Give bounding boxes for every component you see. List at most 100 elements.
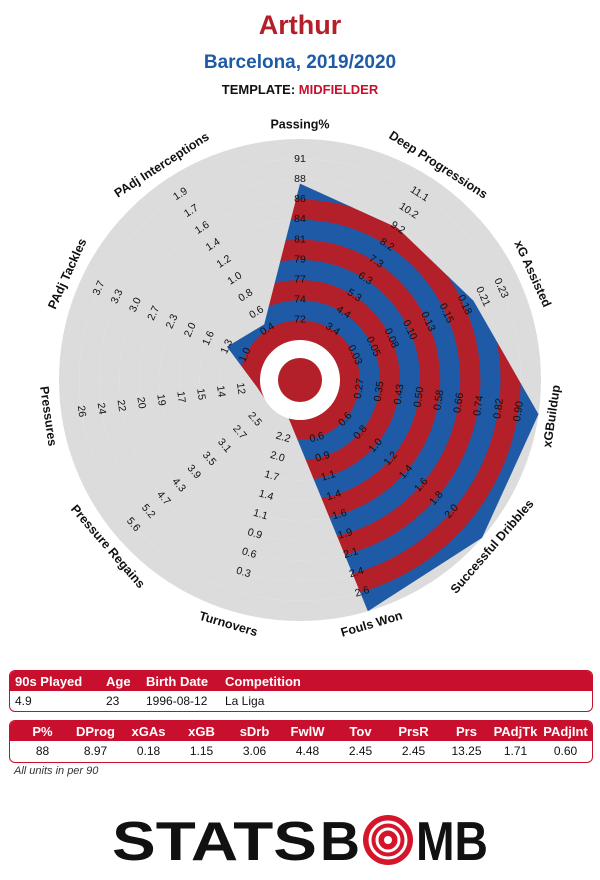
tick-label: 1.1	[320, 468, 338, 484]
stats-value-cell: 0.18	[136, 744, 161, 758]
tick-label: 72	[294, 314, 306, 326]
tick-label: 84	[294, 213, 306, 225]
units-footnote: All units in per 90	[14, 765, 99, 777]
tick-label: 0.6	[240, 545, 258, 561]
tick-label: 1.6	[331, 507, 349, 523]
info-value-cell: 1996-08-12	[146, 694, 208, 708]
tick-label: 2.2	[274, 430, 292, 446]
template-value: MIDFIELDER	[298, 82, 379, 97]
tick-label: 3.0	[127, 296, 144, 314]
tick-label: 1.4	[325, 487, 343, 503]
info-table-row: 4.9 23 1996-08-12 La Liga	[10, 691, 592, 710]
tick-label: 2.7	[145, 304, 162, 322]
logo-text-b: B	[320, 810, 360, 868]
tick-label: 15	[194, 388, 208, 401]
tick-label: 3.7	[90, 279, 107, 297]
tick-label: 0.43	[392, 383, 407, 405]
tick-label: 0.50	[412, 386, 427, 408]
stats-header-cell: xGB	[188, 724, 215, 739]
stats-table-header: P% DProg xGAs xGB sDrb FwlW Tov PrsR Prs…	[10, 721, 592, 741]
stats-value-cell: 2.45	[348, 744, 373, 758]
radar-chart: 727477798184868891Passing%3.44.45.36.37.…	[37, 117, 563, 639]
tick-label: 1.0	[237, 346, 254, 364]
template-line: TEMPLATE: MIDFIELDER	[0, 82, 600, 97]
stats-header-cell: sDrb	[239, 724, 270, 739]
stats-value-cell: 88	[35, 744, 50, 758]
tick-label: 0.90	[511, 400, 526, 422]
stats-value-cell: 1.15	[189, 744, 214, 758]
radar-core	[278, 358, 322, 402]
tick-label: 0.58	[431, 389, 446, 411]
info-header-cell: 90s Played	[15, 674, 83, 689]
tick-label: 0.9	[246, 526, 264, 542]
radar-ring	[59, 139, 541, 621]
tick-label: 74	[294, 294, 306, 306]
statsbomb-logo: STATS B MB	[112, 810, 488, 868]
tick-label: 1.6	[200, 329, 217, 347]
player-name: Arthur	[258, 10, 342, 40]
stats-value-cell: 4.48	[295, 744, 320, 758]
tick-label: 1.1	[252, 507, 270, 523]
tick-label: 1.4	[257, 487, 275, 503]
tick-label: 1.3	[218, 337, 235, 355]
tick-label: 79	[294, 253, 306, 265]
tick-label: 26	[75, 405, 89, 418]
stats-value-cell: 2.45	[401, 744, 426, 758]
logo-text-mb: MB	[416, 810, 488, 868]
tick-label: 2.1	[342, 545, 360, 561]
stats-header-cell: DProg	[76, 724, 115, 739]
tick-label: 0.27	[352, 377, 367, 399]
info-header-cell: Competition	[225, 674, 301, 689]
template-label: TEMPLATE:	[221, 82, 296, 97]
tick-label: 0.66	[451, 392, 466, 414]
info-header-cell: Birth Date	[146, 674, 209, 689]
tick-label: 1.9	[336, 526, 354, 542]
stats-header-cell: P%	[32, 724, 53, 739]
stats-header-cell: PAdjInt	[543, 724, 588, 739]
stats-value-cell: 0.60	[553, 744, 578, 758]
tick-label: 0.82	[491, 397, 506, 419]
club-season: Barcelona, 2019/2020	[203, 52, 397, 73]
stats-header-cell: xGAs	[131, 724, 166, 739]
info-value-cell: 4.9	[15, 694, 32, 708]
info-header-cell: Age	[106, 674, 131, 689]
tick-label: 14	[214, 385, 228, 398]
tick-label: 0.74	[471, 395, 486, 417]
tick-label: 3.3	[109, 287, 126, 305]
tick-label: 24	[95, 402, 109, 415]
tick-label: 12	[234, 382, 248, 395]
tick-label: 20	[134, 396, 148, 409]
axis-label: xGBuildup	[540, 384, 563, 449]
stats-header-cell: PAdjTk	[493, 724, 538, 739]
stats-table: P% DProg xGAs xGB sDrb FwlW Tov PrsR Prs…	[9, 720, 593, 763]
stats-header-cell: Tov	[349, 724, 372, 739]
tick-label: 17	[174, 390, 188, 403]
logo-target-o	[363, 815, 413, 865]
tick-label: 2.4	[348, 565, 366, 581]
info-value-cell: 23	[106, 694, 120, 708]
info-value-cell: La Liga	[225, 694, 265, 708]
tick-label: 0.3	[235, 565, 253, 581]
tick-label: 22	[115, 399, 129, 412]
stats-table-row: 88 8.97 0.18 1.15 3.06 4.48 2.45 2.45 13…	[10, 741, 592, 760]
tick-label: 19	[154, 393, 168, 406]
axis-label: Passing%	[270, 117, 329, 131]
stats-value-cell: 1.71	[503, 744, 528, 758]
tick-label: 91	[294, 153, 306, 165]
tick-label: 0.6	[308, 430, 326, 446]
stats-header-cell: Prs	[456, 724, 477, 739]
stats-value-cell: 8.97	[83, 744, 108, 758]
info-table-header: 90s Played Age Birth Date Competition	[10, 671, 592, 691]
tick-label: 2.6	[353, 584, 371, 600]
tick-label: 2.3	[164, 312, 181, 330]
tick-label: 0.9	[314, 449, 332, 465]
tick-label: 81	[294, 233, 306, 245]
tick-label: 2.0	[269, 449, 287, 465]
stats-header-cell: FwlW	[290, 724, 325, 739]
tick-label: 1.7	[263, 468, 281, 484]
tick-label: 88	[294, 173, 306, 185]
tick-label: 86	[294, 193, 306, 205]
info-table: 90s Played Age Birth Date Competition 4.…	[9, 670, 593, 712]
tick-label: 77	[294, 273, 306, 285]
tick-label: 2.0	[182, 321, 199, 339]
